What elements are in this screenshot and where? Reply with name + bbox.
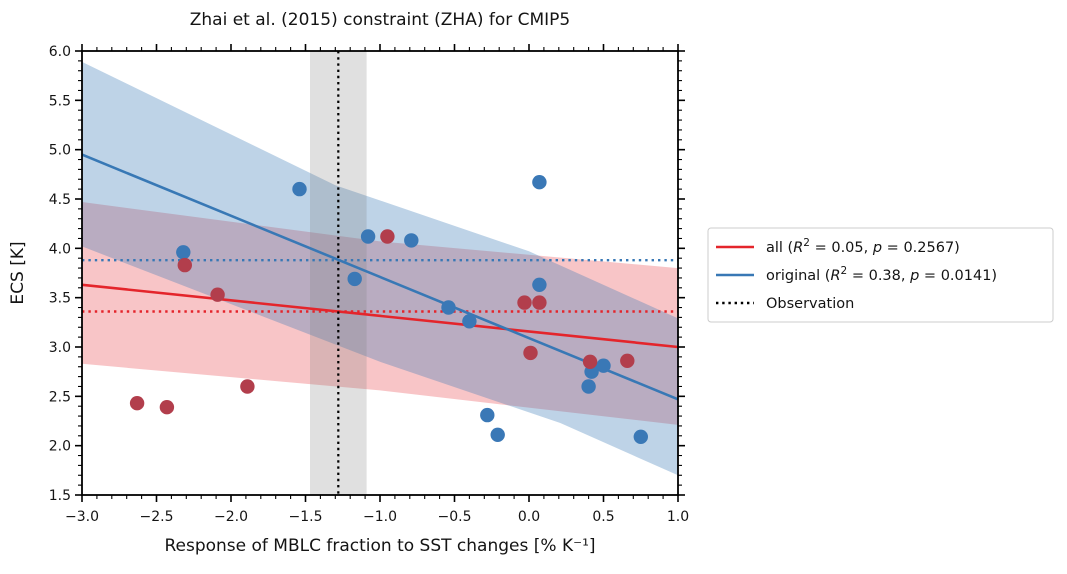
scatter-point-all <box>210 287 225 302</box>
y-tick-label: 5.5 <box>49 93 71 109</box>
scatter-point-all <box>620 353 635 368</box>
scatter-point-all <box>517 295 532 310</box>
scatter-point-all <box>532 295 547 310</box>
y-tick-label: 3.5 <box>49 291 71 307</box>
scatter-point-all <box>129 396 145 411</box>
regression-line-all <box>81 283 679 349</box>
scatter-point-all <box>159 400 175 415</box>
legend-box <box>707 227 1054 323</box>
scatter-point-original <box>532 277 547 292</box>
y-tick-label: 4.0 <box>49 241 71 257</box>
scatter-point-original <box>441 300 456 315</box>
chart-title: Zhai et al. (2015) constraint (ZHA) for … <box>190 10 571 30</box>
scatter-point-all <box>523 345 538 361</box>
confidence-bands-layer <box>82 51 678 495</box>
x-tick-label: −2.0 <box>214 509 248 525</box>
scatter-point-original <box>176 245 191 260</box>
legend-label-all: all (R2 = 0.05, p = 0.2567) <box>766 237 960 256</box>
scatter-point-original <box>404 233 419 248</box>
x-tick-label: 1.0 <box>667 509 689 525</box>
x-tick-label: −1.0 <box>363 509 397 525</box>
axes-layer: −3.0 −2.5 −2.0 −1.5 −1.0 −0.5 0.0 0.5 1.0 1.5 2.0 2… <box>49 44 689 525</box>
scatter-point-original <box>581 379 596 394</box>
x-axis-label: Response of MBLC fraction to SST changes… <box>164 536 595 556</box>
scatter-point-original <box>596 358 611 373</box>
x-tick-label: −0.5 <box>438 509 472 525</box>
scatter-point-original <box>490 427 505 442</box>
lines-layer <box>81 51 679 495</box>
scatter-point-original <box>360 229 376 244</box>
x-tick-label: −1.5 <box>289 509 323 525</box>
x-tick-label: −3.0 <box>65 509 99 525</box>
x-tick-label: 0.5 <box>592 509 614 525</box>
scatter-point-original <box>292 181 307 197</box>
scatter-point-original <box>633 429 648 444</box>
scatter-point-all <box>177 257 192 273</box>
legend: all (R2 = 0.05, p = 0.2567) original (R2 … <box>707 227 1054 323</box>
x-tick-label: 0.0 <box>518 509 540 525</box>
y-tick-label: 6.0 <box>49 44 71 60</box>
confidence-band-all <box>82 202 678 425</box>
scatter-point-all <box>582 354 598 369</box>
scatter-point-original <box>462 314 477 329</box>
y-tick-label: 5.0 <box>49 143 71 159</box>
legend-label-observation: Observation <box>766 296 854 312</box>
y-tick-label: 3.0 <box>49 340 71 356</box>
scatter-point-all <box>240 379 255 394</box>
scatter-point-original <box>480 407 495 423</box>
legend-label-original: original (R2 = 0.38, p = 0.0141) <box>766 265 997 284</box>
y-tick-label: 4.5 <box>49 192 71 208</box>
scatter-point-all <box>380 229 395 244</box>
scatter-point-original <box>532 175 547 190</box>
y-tick-label: 2.0 <box>49 439 71 455</box>
y-tick-label: 2.5 <box>49 389 71 405</box>
scatter-points-layer <box>129 175 648 444</box>
y-tick-label: 1.5 <box>49 488 71 504</box>
scatter-point-original <box>347 271 362 287</box>
regression-line-original <box>81 153 679 401</box>
x-tick-label: −2.5 <box>140 509 174 525</box>
confidence-band-original <box>82 61 678 476</box>
y-axis-label: ECS [K] <box>8 241 28 304</box>
